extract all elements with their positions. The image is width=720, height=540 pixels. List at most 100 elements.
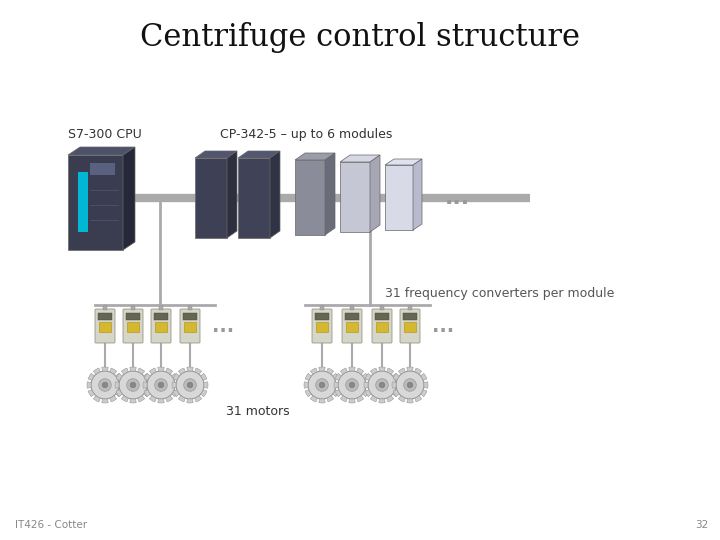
Circle shape [315, 379, 328, 392]
Polygon shape [420, 390, 427, 397]
Polygon shape [88, 373, 94, 380]
Polygon shape [195, 151, 237, 158]
Bar [154, 313, 168, 320]
Bar [184, 322, 196, 332]
Polygon shape [158, 367, 164, 371]
Polygon shape [365, 390, 372, 397]
Bar [408, 306, 412, 310]
Circle shape [176, 371, 204, 399]
Polygon shape [305, 390, 311, 397]
Polygon shape [147, 382, 151, 388]
Circle shape [187, 382, 193, 388]
Polygon shape [201, 390, 207, 397]
FancyBboxPatch shape [123, 309, 143, 343]
Polygon shape [172, 382, 176, 388]
Polygon shape [319, 367, 325, 371]
Bar [155, 322, 167, 332]
Circle shape [91, 371, 119, 399]
Circle shape [158, 382, 164, 388]
Bar [380, 306, 384, 310]
Circle shape [127, 379, 139, 392]
FancyBboxPatch shape [95, 309, 115, 343]
Polygon shape [144, 373, 150, 380]
Polygon shape [227, 151, 237, 238]
Polygon shape [158, 399, 164, 403]
Polygon shape [102, 367, 108, 371]
Circle shape [147, 371, 175, 399]
Polygon shape [195, 158, 227, 238]
FancyBboxPatch shape [180, 309, 200, 343]
Polygon shape [186, 399, 193, 403]
Polygon shape [341, 368, 347, 374]
Polygon shape [387, 396, 394, 402]
Bar [126, 313, 140, 320]
Circle shape [408, 382, 413, 388]
Polygon shape [366, 382, 370, 388]
Polygon shape [407, 367, 413, 371]
Polygon shape [78, 172, 88, 232]
Polygon shape [333, 390, 339, 397]
Polygon shape [327, 396, 333, 402]
Bar [131, 306, 135, 310]
Polygon shape [363, 390, 369, 397]
Bar [346, 322, 358, 332]
FancyBboxPatch shape [342, 309, 362, 343]
Circle shape [155, 379, 167, 392]
Polygon shape [335, 390, 341, 397]
Polygon shape [393, 390, 400, 397]
Polygon shape [379, 399, 385, 403]
Polygon shape [327, 368, 333, 374]
FancyBboxPatch shape [400, 309, 420, 343]
Polygon shape [305, 373, 311, 380]
Bar [99, 322, 111, 332]
Polygon shape [109, 368, 117, 374]
Polygon shape [138, 396, 145, 402]
Polygon shape [173, 390, 179, 397]
Bar [403, 313, 417, 320]
Polygon shape [149, 368, 156, 374]
Polygon shape [175, 382, 179, 388]
Bar [350, 306, 354, 310]
Polygon shape [122, 396, 128, 402]
Polygon shape [420, 373, 427, 380]
Polygon shape [398, 368, 405, 374]
Polygon shape [194, 396, 202, 402]
Polygon shape [144, 373, 150, 380]
Polygon shape [392, 373, 399, 380]
Polygon shape [116, 373, 122, 380]
Polygon shape [171, 390, 178, 397]
Polygon shape [348, 367, 355, 371]
Polygon shape [340, 162, 370, 232]
Polygon shape [122, 368, 128, 374]
Polygon shape [102, 399, 108, 403]
Polygon shape [130, 399, 136, 403]
Polygon shape [336, 382, 340, 388]
Polygon shape [116, 390, 122, 397]
FancyBboxPatch shape [372, 309, 392, 343]
Text: Centrifuge control structure: Centrifuge control structure [140, 22, 580, 53]
Polygon shape [392, 382, 396, 388]
Polygon shape [393, 373, 400, 380]
Text: 31 frequency converters per module: 31 frequency converters per module [385, 287, 614, 300]
Bar [316, 322, 328, 332]
Text: 31 motors: 31 motors [225, 405, 289, 418]
Polygon shape [370, 368, 377, 374]
Polygon shape [270, 151, 280, 238]
Polygon shape [143, 382, 147, 388]
Text: 32: 32 [695, 520, 708, 530]
Polygon shape [149, 396, 156, 402]
Polygon shape [396, 382, 400, 388]
Polygon shape [407, 399, 413, 403]
Circle shape [184, 379, 197, 392]
Polygon shape [356, 396, 364, 402]
Bar [375, 313, 389, 320]
Polygon shape [116, 390, 122, 397]
Polygon shape [392, 390, 399, 397]
Polygon shape [238, 158, 270, 238]
Text: S7-300 CPU: S7-300 CPU [68, 128, 142, 141]
Polygon shape [334, 382, 338, 388]
Polygon shape [204, 382, 208, 388]
Circle shape [102, 382, 108, 388]
Bar [98, 313, 112, 320]
Circle shape [308, 371, 336, 399]
